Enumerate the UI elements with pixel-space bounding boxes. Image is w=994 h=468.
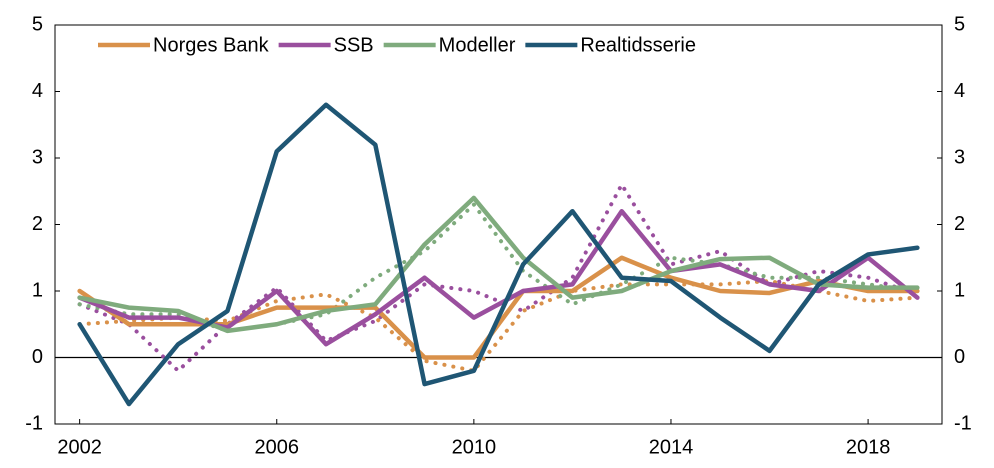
legend-label: SSB xyxy=(334,34,374,56)
dotted-line xyxy=(77,182,920,373)
y-tick-label: 4 xyxy=(32,80,43,102)
y2-tick-label: -1 xyxy=(954,412,972,434)
x-tick-label: 2014 xyxy=(649,436,694,458)
y-tick-label: 1 xyxy=(32,279,43,301)
x-tick-label: 2018 xyxy=(846,436,891,458)
series-line xyxy=(77,102,920,407)
y-tick-label: -1 xyxy=(25,412,43,434)
legend-label: Modeller xyxy=(439,34,516,56)
x-tick-label: 2006 xyxy=(255,436,300,458)
y2-tick-label: 0 xyxy=(954,346,965,368)
series-line xyxy=(77,195,920,334)
y-tick-label: 0 xyxy=(32,346,43,368)
y2-tick-label: 2 xyxy=(954,213,965,235)
legend-label: Realtidsserie xyxy=(580,34,696,56)
y2-tick-label: 5 xyxy=(954,13,965,35)
y2-tick-label: 3 xyxy=(954,146,965,168)
x-tick-label: 2010 xyxy=(452,436,497,458)
y-tick-label: 5 xyxy=(32,13,43,35)
y-tick-label: 2 xyxy=(32,213,43,235)
y2-tick-label: 4 xyxy=(954,80,965,102)
y-tick-label: 3 xyxy=(32,146,43,168)
series-line xyxy=(77,255,920,360)
y2-tick-label: 1 xyxy=(954,279,965,301)
x-tick-label: 2002 xyxy=(57,436,102,458)
legend-label: Norges Bank xyxy=(153,34,270,56)
